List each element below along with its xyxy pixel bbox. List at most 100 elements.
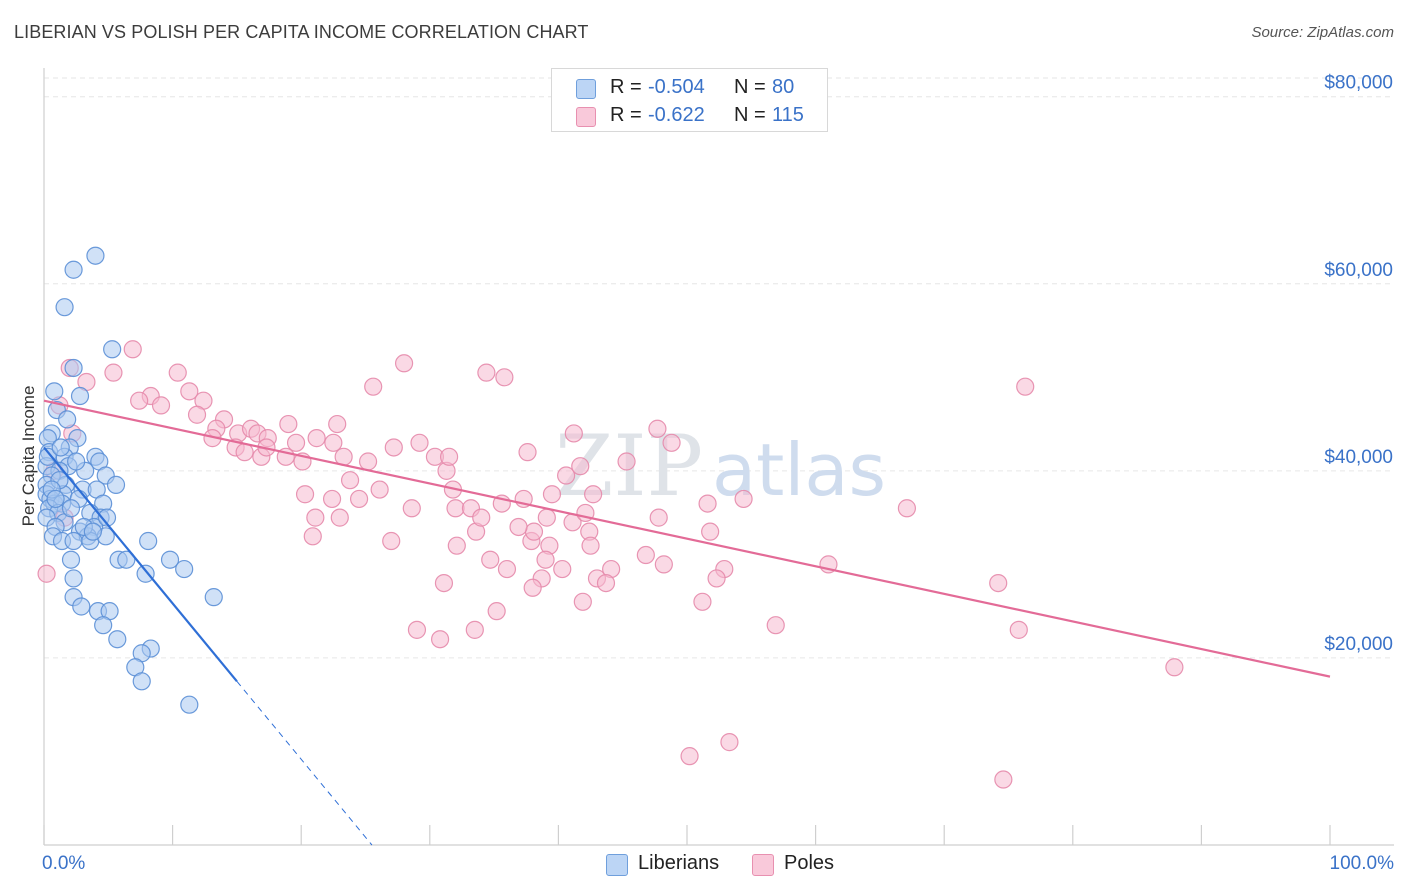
- poles-point: [330, 508, 349, 527]
- liberians-point: [136, 564, 155, 583]
- poles-point: [536, 550, 555, 569]
- chart-title: LIBERIAN VS POLISH PER CAPITA INCOME COR…: [14, 22, 589, 42]
- poles-point: [989, 573, 1008, 593]
- poles-point: [1016, 377, 1035, 396]
- liberians-swatch: [606, 854, 628, 876]
- y-tick-label: $20,000: [1324, 634, 1393, 655]
- liberians-point: [106, 475, 126, 494]
- liberians-point: [45, 382, 64, 401]
- correlation-legend: R = -0.504 N = 80 R = -0.622 N = 115: [551, 68, 828, 132]
- liberians-point: [51, 438, 70, 457]
- r-label: R =: [610, 104, 642, 126]
- poles-point: [123, 340, 142, 359]
- poles-point: [349, 489, 369, 509]
- liberians-trend-line: [43, 446, 238, 683]
- liberians-point: [160, 550, 180, 569]
- poles-point: [584, 485, 603, 504]
- poles-point: [662, 433, 681, 452]
- liberians-point: [58, 410, 77, 429]
- n-label: N =: [734, 76, 766, 98]
- r-label: R =: [610, 76, 642, 98]
- liberians-point: [117, 550, 136, 569]
- poles-point: [340, 471, 360, 490]
- poles-point: [472, 508, 491, 527]
- liberians-point: [67, 452, 86, 471]
- liberians-point: [94, 616, 113, 635]
- poles-swatch: [752, 854, 774, 876]
- liberians-point: [97, 508, 117, 527]
- trend-lines: [43, 399, 1331, 846]
- series-legend: Liberians Poles: [0, 852, 1406, 878]
- poles-point: [524, 522, 544, 541]
- liberians-point: [70, 386, 90, 406]
- poles-point: [1165, 658, 1184, 677]
- r-value: -0.504: [648, 76, 705, 98]
- poles-point: [571, 457, 590, 476]
- n-label: N =: [734, 104, 766, 126]
- liberians-point: [38, 447, 57, 466]
- poles-point: [495, 368, 514, 387]
- liberians-point: [132, 672, 151, 691]
- poles-point: [557, 466, 576, 485]
- poles-point: [537, 508, 556, 527]
- n-value: 115: [772, 104, 804, 126]
- poles-point: [1009, 620, 1028, 639]
- poles-point: [410, 433, 429, 452]
- x-tick-label-max: 100.0%: [1330, 853, 1395, 874]
- poles-point: [168, 363, 187, 382]
- liberians-point: [61, 550, 81, 569]
- poles-point: [648, 419, 667, 438]
- liberians-point: [180, 695, 199, 714]
- tick-labels: 0.0% 100.0% Per Capita Income $20,000 $40…: [19, 73, 1394, 874]
- r-value: -0.622: [648, 104, 705, 126]
- poles-point: [434, 573, 454, 593]
- poles-trend-line: [43, 399, 1331, 678]
- poles-point: [364, 377, 383, 396]
- liberians-point: [139, 531, 158, 551]
- poles-point: [497, 559, 517, 579]
- poles-point: [328, 414, 347, 434]
- poles-point: [306, 508, 325, 527]
- liberians-point: [204, 588, 223, 607]
- poles-point: [766, 616, 785, 635]
- poles-point: [465, 620, 484, 639]
- poles-series: [37, 340, 1184, 789]
- poles-point: [523, 578, 542, 597]
- n-value: 80: [772, 76, 795, 98]
- poles-point: [447, 536, 466, 555]
- liberians-point: [64, 569, 83, 588]
- liberians-swatch: [576, 79, 596, 99]
- poles-point: [37, 564, 56, 583]
- liberians-point: [175, 559, 194, 579]
- poles-point: [394, 354, 414, 373]
- poles-point: [384, 438, 403, 457]
- legend-label-liberians: Liberians: [638, 852, 720, 874]
- poles-point: [617, 452, 636, 471]
- x-tick-label-min: 0.0%: [42, 853, 85, 874]
- poles-point: [994, 770, 1013, 789]
- poles-point: [303, 527, 322, 546]
- poles-point: [654, 555, 673, 574]
- y-tick-label: $80,000: [1324, 73, 1393, 94]
- poles-point: [439, 447, 459, 466]
- poles-point: [295, 485, 315, 504]
- liberians-point: [72, 597, 91, 616]
- poles-point: [509, 517, 528, 537]
- poles-point: [636, 545, 655, 565]
- poles-swatch: [576, 107, 596, 127]
- poles-point: [596, 573, 616, 593]
- liberians-point: [108, 630, 127, 649]
- y-tick-label: $60,000: [1324, 260, 1393, 281]
- poles-point: [402, 499, 421, 518]
- poles-point: [707, 569, 726, 588]
- poles-point: [518, 443, 537, 462]
- poles-point: [130, 391, 149, 410]
- poles-point: [477, 363, 496, 382]
- poles-point: [701, 522, 720, 541]
- legend-label-poles: Poles: [784, 852, 835, 874]
- liberians-trend-extension: [236, 680, 373, 846]
- poles-point: [235, 443, 254, 462]
- y-axis-title: Per Capita Income: [19, 386, 38, 527]
- poles-point: [151, 396, 171, 415]
